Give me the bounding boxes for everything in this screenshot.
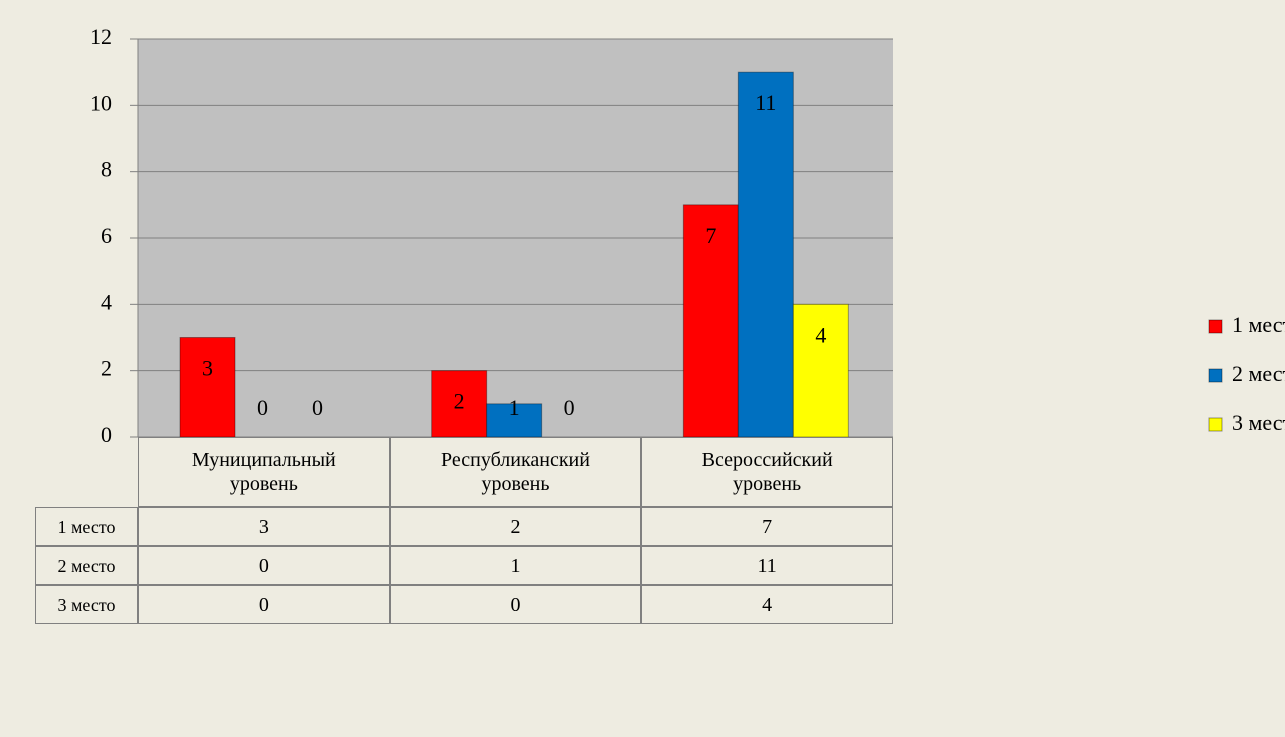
data-label: 0 <box>564 395 575 420</box>
bar <box>486 403 543 438</box>
bar <box>431 370 488 438</box>
data-label: 3 <box>202 356 213 381</box>
table-value: 3 <box>138 507 390 546</box>
table-value: 0 <box>138 585 390 624</box>
legend-label: 3 место <box>1232 410 1285 435</box>
data-label: 0 <box>312 395 323 420</box>
y-tick-label: 4 <box>101 289 112 314</box>
table-value: 4 <box>641 585 893 624</box>
table-row-label: 1 место <box>35 507 138 546</box>
bar <box>792 303 849 438</box>
table-value: 2 <box>389 507 642 546</box>
category-label: Муниципальный уровень <box>138 437 390 507</box>
category-label: Всероссийский уровень <box>641 437 893 507</box>
legend-swatch <box>1208 368 1223 383</box>
data-label: 1 <box>509 395 520 420</box>
category-label: Республиканский уровень <box>389 437 642 507</box>
table-value: 0 <box>389 585 642 624</box>
table-value: 0 <box>138 546 390 585</box>
legend-swatch <box>1208 417 1223 432</box>
y-tick-label: 2 <box>101 356 112 381</box>
y-tick-label: 12 <box>90 24 112 49</box>
legend-swatch <box>1208 319 1223 334</box>
table-value: 11 <box>641 546 893 585</box>
table-value: 7 <box>641 507 893 546</box>
bar <box>737 71 794 438</box>
y-tick-label: 0 <box>101 422 112 447</box>
y-tick-label: 8 <box>101 157 112 182</box>
table-value: 1 <box>389 546 642 585</box>
y-tick-label: 6 <box>101 223 112 248</box>
table-row-label: 2 место <box>35 546 138 585</box>
bar <box>682 204 739 438</box>
y-tick-label: 10 <box>90 90 112 115</box>
bar <box>179 337 236 438</box>
legend-label: 1 место <box>1232 312 1285 337</box>
legend-label: 2 место <box>1232 361 1285 386</box>
table-row-label: 3 место <box>35 585 138 624</box>
data-label: 11 <box>755 90 776 115</box>
data-label: 4 <box>815 322 826 347</box>
data-label: 2 <box>454 389 465 414</box>
data-label: 7 <box>705 223 716 248</box>
data-label: 0 <box>257 395 268 420</box>
